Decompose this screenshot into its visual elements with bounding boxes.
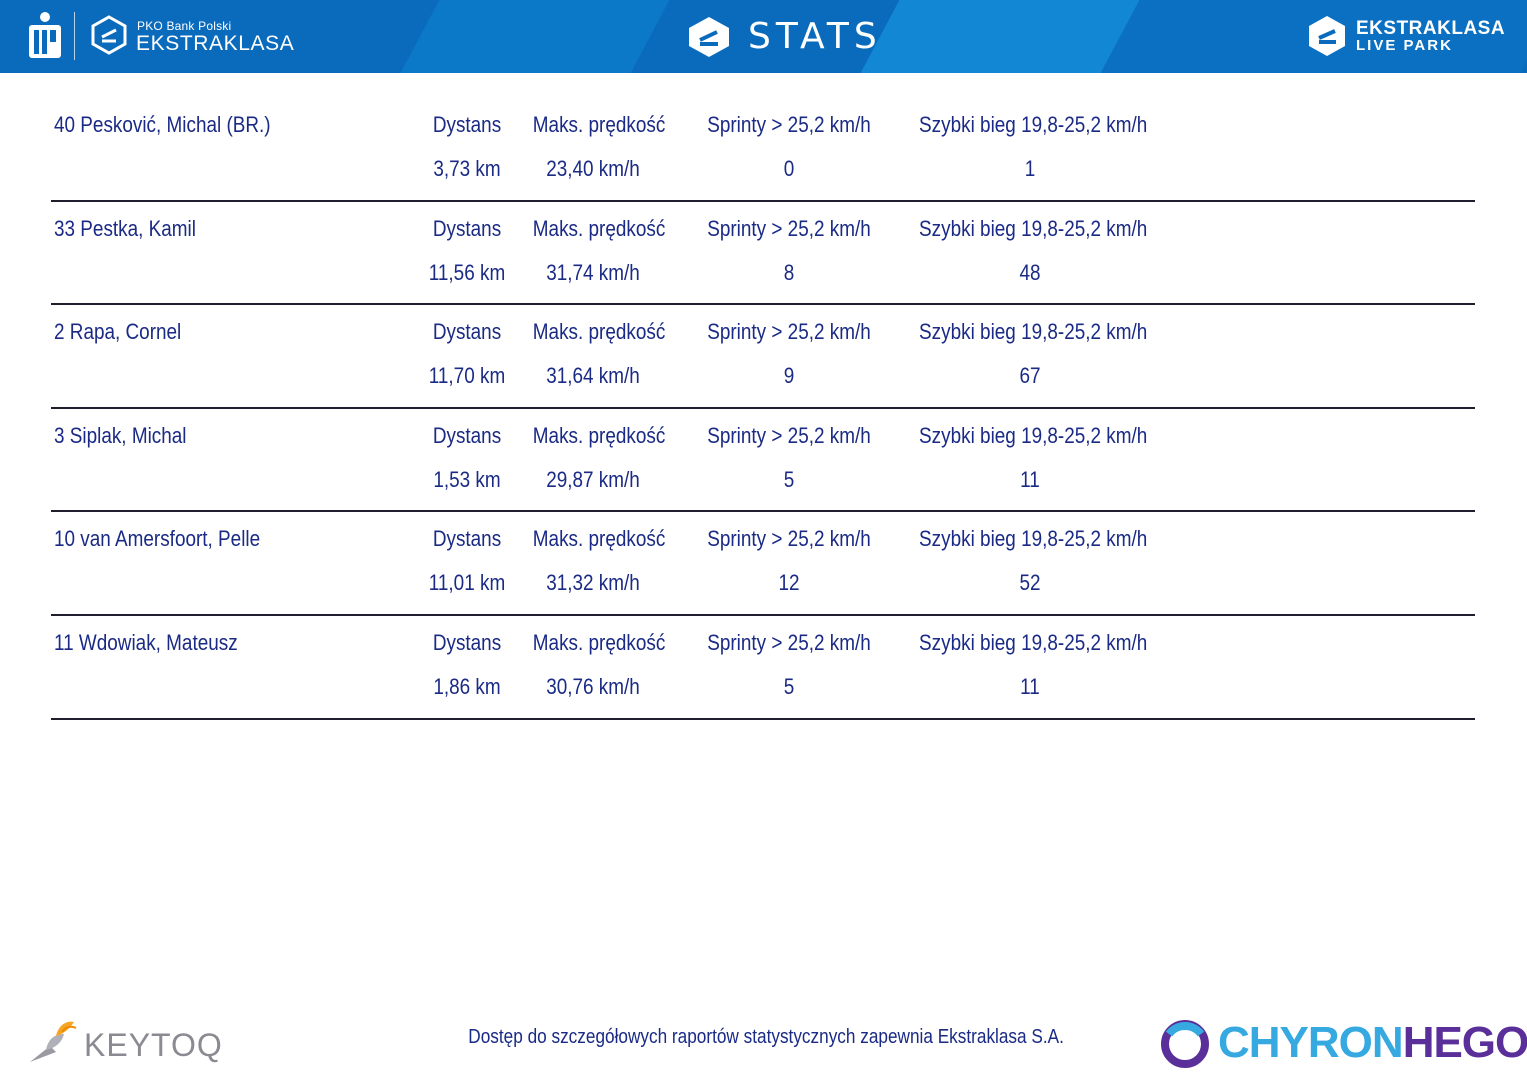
fast-runs-value: 11	[1020, 673, 1040, 699]
pko-bp-logo-icon	[29, 12, 61, 58]
sprints-label: Sprinty > 25,2 km/h	[707, 422, 871, 448]
player-stats-list: 40 Pesković, Michal (BR.) Dystans Maks. pr…	[51, 98, 1475, 720]
sprints-label: Sprinty > 25,2 km/h	[707, 215, 871, 241]
fast-runs-label: Szybki bieg 19,8-25,2 km/h	[919, 215, 1148, 241]
max-speed-value: 30,76 km/h	[546, 673, 640, 699]
stats-e-badge-icon	[689, 17, 729, 57]
player-name: 2 Rapa, Cornel	[54, 319, 182, 345]
sprints-label: Sprinty > 25,2 km/h	[707, 319, 871, 345]
player-name: 33 Pestka, Kamil	[54, 215, 196, 241]
ekstraklasa-live-park-badge-icon	[1309, 16, 1345, 56]
player-name: 11 Wdowiak, Mateusz	[54, 629, 238, 655]
distance-label: Dystans	[432, 215, 502, 241]
sprints-value: 8	[783, 259, 795, 285]
player-row: 10 van Amersfoort, Pelle Dystans Maks. prę…	[51, 512, 1475, 616]
distance-label: Dystans	[432, 629, 502, 655]
max-speed-label: Maks. prędkość	[532, 215, 666, 241]
chyronhego-logo-icon	[1161, 1020, 1209, 1068]
distance-value: 11,01 km	[428, 570, 506, 596]
max-speed-label: Maks. prędkość	[532, 629, 666, 655]
fast-runs-label: Szybki bieg 19,8-25,2 km/h	[919, 319, 1148, 345]
player-row: 3 Siplak, Michal Dystans Maks. prędkość Spr…	[51, 409, 1475, 513]
distance-value: 1,86 km	[433, 673, 501, 699]
distance-value: 3,73 km	[433, 156, 501, 181]
chyronhego-wordmark-part2: HEGO	[1402, 1018, 1527, 1067]
distance-value: 11,70 km	[428, 363, 506, 389]
live-park-brand-line1: EKSTRAKLASA	[1356, 18, 1506, 39]
player-name: 40 Pesković, Michal (BR.)	[54, 112, 271, 137]
chyronhego-wordmark-part1: CHYRON	[1218, 1018, 1404, 1067]
header-brand-big: EKSTRAKLASA	[136, 32, 295, 55]
sprints-value: 12	[778, 570, 800, 596]
max-speed-value: 31,64 km/h	[546, 363, 640, 389]
header-brand-small: PKO Bank Polski	[137, 19, 232, 33]
max-speed-value: 31,32 km/h	[546, 570, 640, 596]
max-speed-value: 29,87 km/h	[546, 466, 640, 492]
live-park-brand-line2: LIVE PARK	[1356, 37, 1453, 54]
fast-runs-label: Szybki bieg 19,8-25,2 km/h	[919, 629, 1148, 655]
header-divider	[74, 12, 75, 60]
distance-label: Dystans	[432, 112, 502, 137]
sprints-label: Sprinty > 25,2 km/h	[707, 629, 871, 655]
fast-runs-value: 67	[1019, 363, 1041, 389]
sprints-value: 0	[783, 156, 795, 181]
max-speed-label: Maks. prędkość	[532, 422, 666, 448]
sprints-value: 5	[783, 673, 795, 699]
fast-runs-value: 52	[1019, 570, 1041, 596]
footer-note: Dostęp do szczegółowych raportów statyst…	[468, 1026, 1064, 1048]
player-row: 33 Pestka, Kamil Dystans Maks. prędkość Spr…	[51, 202, 1475, 306]
keytoq-wordmark: KEYTOQ	[84, 1027, 223, 1063]
max-speed-value: 31,74 km/h	[546, 259, 640, 285]
distance-label: Dystans	[432, 319, 502, 345]
max-speed-label: Maks. prędkość	[532, 526, 666, 552]
player-row: 40 Pesković, Michal (BR.) Dystans Maks. pr…	[51, 98, 1475, 202]
player-row: 11 Wdowiak, Mateusz Dystans Maks. prędkość…	[51, 616, 1475, 720]
ekstraklasa-badge-icon	[91, 15, 127, 55]
header-stripe	[400, 0, 670, 73]
sprints-value: 5	[783, 466, 795, 492]
sprints-value: 9	[783, 363, 795, 389]
fast-runs-value: 1	[1024, 156, 1036, 181]
max-speed-label: Maks. prędkość	[532, 112, 666, 137]
fast-runs-label: Szybki bieg 19,8-25,2 km/h	[919, 422, 1148, 448]
fast-runs-label: Szybki bieg 19,8-25,2 km/h	[919, 112, 1148, 137]
max-speed-label: Maks. prędkość	[532, 319, 666, 345]
distance-label: Dystans	[432, 422, 502, 448]
player-row: 2 Rapa, Cornel Dystans Maks. prędkość Sprin…	[51, 305, 1475, 409]
fast-runs-label: Szybki bieg 19,8-25,2 km/h	[919, 526, 1148, 552]
page-title: STATS	[748, 16, 882, 57]
player-name: 3 Siplak, Michal	[54, 422, 187, 448]
fast-runs-value: 11	[1020, 466, 1040, 492]
header-bar: PKO Bank Polski EKSTRAKLASA STATS EKSTRA…	[0, 0, 1527, 73]
player-name: 10 van Amersfoort, Pelle	[54, 526, 261, 552]
keytoq-logo-icon	[30, 1021, 77, 1062]
distance-value: 11,56 km	[428, 259, 506, 285]
distance-label: Dystans	[432, 526, 502, 552]
chyronhego-wordmark: CHYRONHEGO	[1218, 1018, 1527, 1068]
sprints-label: Sprinty > 25,2 km/h	[707, 112, 871, 137]
sprints-label: Sprinty > 25,2 km/h	[707, 526, 871, 552]
distance-value: 1,53 km	[433, 466, 501, 492]
fast-runs-value: 48	[1019, 259, 1041, 285]
max-speed-value: 23,40 km/h	[546, 156, 640, 181]
